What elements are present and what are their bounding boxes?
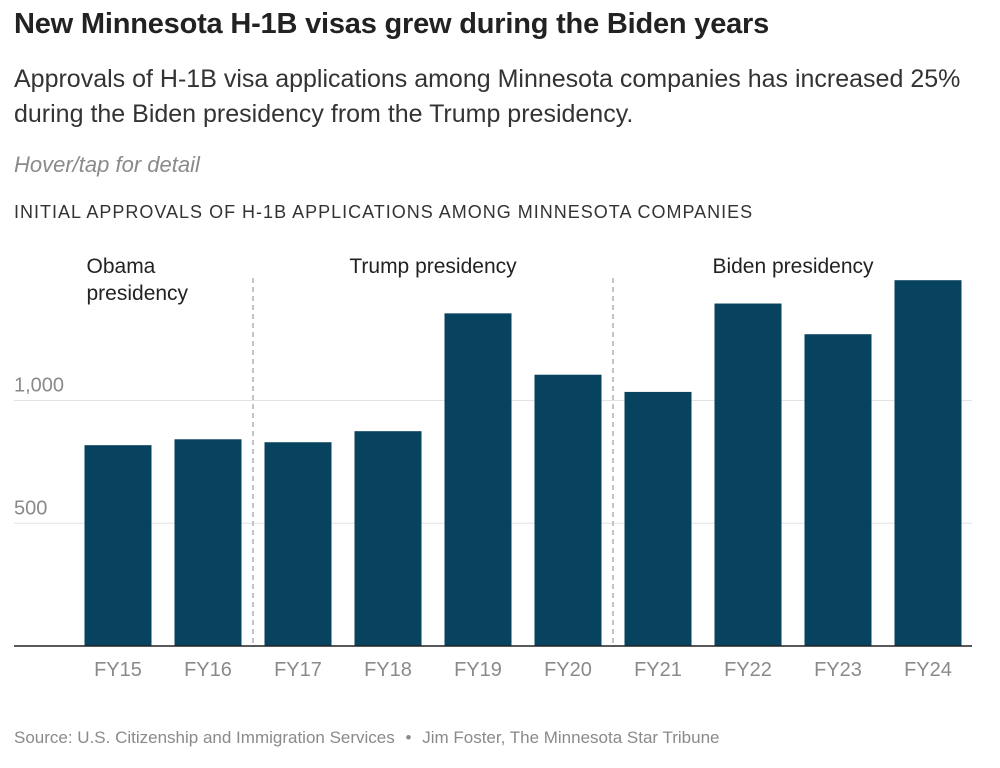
period-label: Biden presidency xyxy=(712,255,874,278)
x-tick-label: FY22 xyxy=(724,659,772,681)
bar-fy15 xyxy=(84,445,152,646)
y-tick-label: 500 xyxy=(14,497,47,519)
period-label: Trump presidency xyxy=(349,255,517,278)
credit-text: Jim Foster, The Minnesota Star Tribune xyxy=(422,728,720,747)
chart-heading: INITIAL APPROVALS OF H-1B APPLICATIONS A… xyxy=(14,202,754,222)
y-tick-label: 1,000 xyxy=(14,375,64,397)
period-label: presidency xyxy=(87,282,189,305)
x-tick-label: FY23 xyxy=(814,659,862,681)
x-tick-label: FY19 xyxy=(454,659,502,681)
x-tick-label: FY18 xyxy=(364,659,412,681)
source-separator: • xyxy=(405,728,412,747)
x-tick-label: FY17 xyxy=(274,659,322,681)
bar-fy22 xyxy=(714,303,782,646)
x-tick-label: FY24 xyxy=(904,659,952,681)
bar-chart: 500 1,000 Obama presidency Trump presidency B… xyxy=(14,255,972,681)
hover-hint: Hover/tap for detail xyxy=(14,152,200,177)
bar-fy17 xyxy=(264,442,332,646)
chart-title: New Minnesota H-1B visas grew during the… xyxy=(14,8,770,40)
x-tick-label: FY15 xyxy=(94,659,142,681)
x-tick-label: FY21 xyxy=(634,659,682,681)
source-text: Source: U.S. Citizenship and Immigration… xyxy=(14,728,395,747)
x-tick-label: FY20 xyxy=(544,659,592,681)
x-tick-label: FY16 xyxy=(184,659,232,681)
bar-fy16 xyxy=(174,439,242,646)
bar-fy18 xyxy=(354,431,422,646)
bar-fy19 xyxy=(444,313,512,646)
bar-fy24 xyxy=(894,280,962,646)
bar-fy23 xyxy=(804,334,872,646)
period-label: Obama xyxy=(87,255,156,278)
bar-fy21 xyxy=(624,391,692,646)
chart-subtitle: Approvals of H-1B visa applications amon… xyxy=(14,65,961,128)
bar-fy20 xyxy=(534,374,602,646)
source-line: Source: U.S. Citizenship and Immigration… xyxy=(14,728,720,748)
